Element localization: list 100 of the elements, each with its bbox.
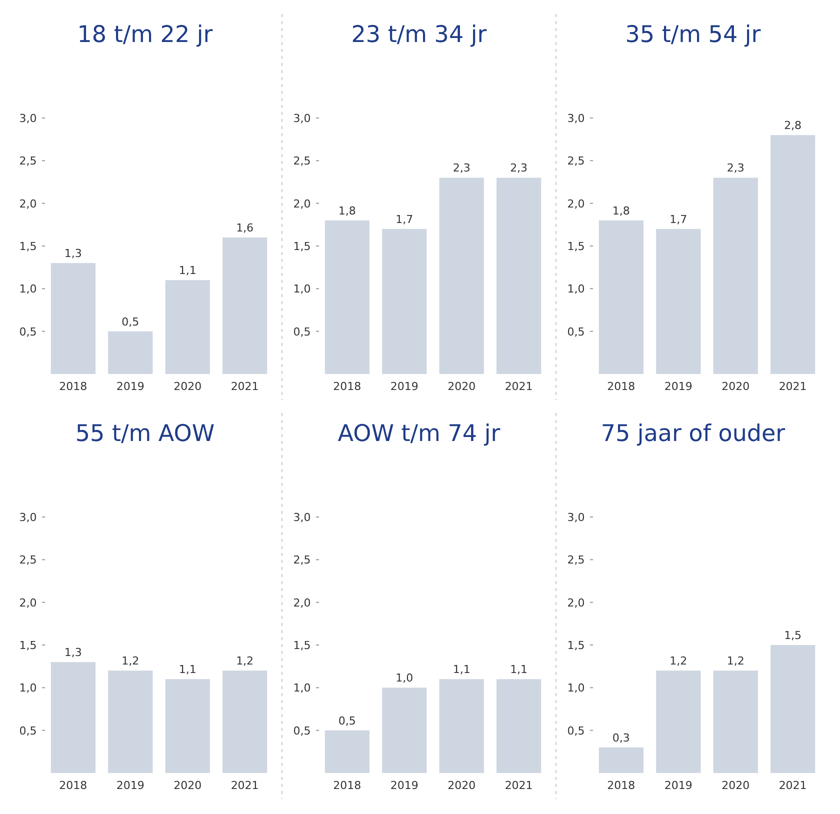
y-tick-label: 0,5 (293, 724, 311, 738)
y-tick-label: 0,5 (567, 325, 585, 338)
y-tick-label: 0,5 (293, 325, 311, 338)
bar (770, 645, 816, 773)
data-label: 1,2 (670, 654, 688, 668)
bar (496, 679, 542, 773)
x-tick-label: 2021 (504, 779, 533, 792)
x-tick-label: 2020 (722, 779, 750, 792)
bar (598, 747, 644, 773)
data-label: 2,3 (510, 162, 528, 175)
y-tick-label: 3,0 (567, 511, 585, 524)
y-tick-label: 2,0 (567, 197, 585, 210)
bar (50, 662, 96, 773)
x-tick-label: 2019 (390, 779, 418, 792)
y-tick-label: 1,0 (567, 282, 585, 296)
y-tick-label: 3,0 (567, 112, 585, 125)
data-label: 1,1 (452, 663, 470, 676)
y-tick-label: 1,0 (567, 682, 585, 695)
chart-title: 75 jaar of ouder (600, 421, 786, 447)
y-tick-label: 1,5 (293, 639, 311, 652)
y-tick-label: 0,5 (19, 325, 37, 338)
bar (598, 220, 644, 374)
bar (713, 670, 758, 773)
bar (108, 331, 153, 374)
y-tick-label: 2,0 (19, 596, 37, 610)
x-tick-label: 2018 (333, 380, 362, 393)
x-tick-label: 2018 (333, 779, 362, 792)
data-label: 1,3 (64, 646, 82, 660)
y-tick-label: 1,5 (293, 240, 311, 253)
data-label: 1,1 (510, 663, 528, 676)
bar (656, 228, 701, 374)
bar (108, 670, 153, 773)
bar (496, 178, 542, 374)
x-tick-label: 2021 (778, 779, 807, 792)
bar (222, 670, 268, 773)
y-tick-label: 2,5 (293, 554, 311, 567)
bar (222, 237, 268, 374)
x-tick-label: 2019 (664, 779, 692, 792)
data-label: 1,3 (64, 247, 82, 260)
y-tick-label: 1,5 (567, 240, 585, 253)
x-tick-label: 2019 (390, 380, 418, 393)
data-label: 2,8 (784, 119, 802, 132)
bar (165, 679, 210, 773)
data-label: 2,3 (452, 162, 470, 175)
y-tick-label: 3,0 (293, 511, 311, 524)
bar (439, 178, 484, 374)
x-tick-label: 2021 (230, 779, 259, 792)
data-label: 2,3 (726, 162, 744, 175)
y-tick-label: 3,0 (19, 112, 37, 125)
x-tick-label: 2021 (230, 380, 259, 393)
data-label: 1,8 (338, 204, 356, 218)
data-label: 1,1 (178, 663, 196, 676)
data-label: 1,7 (670, 212, 688, 226)
y-tick-label: 1,0 (19, 682, 37, 695)
chart-title: AOW t/m 74 jr (338, 421, 501, 447)
y-tick-label: 0,5 (567, 724, 585, 738)
x-tick-label: 2019 (664, 380, 692, 393)
data-label: 1,8 (612, 204, 630, 218)
y-tick-label: 2,0 (293, 596, 311, 610)
chart-title: 18 t/m 22 jr (77, 22, 214, 48)
data-label: 1,1 (178, 264, 196, 278)
y-tick-label: 2,0 (19, 197, 37, 210)
y-tick-label: 2,5 (567, 554, 585, 567)
x-tick-label: 2019 (116, 380, 144, 393)
data-label: 1,6 (236, 221, 254, 234)
x-tick-label: 2018 (607, 380, 636, 393)
y-tick-label: 2,5 (567, 154, 585, 168)
bar (770, 135, 816, 374)
y-tick-label: 2,5 (19, 154, 37, 168)
x-tick-label: 2018 (607, 779, 636, 792)
bar (439, 679, 484, 773)
bar (382, 688, 427, 773)
x-tick-label: 2021 (778, 380, 807, 393)
y-tick-label: 2,5 (19, 554, 37, 567)
y-tick-label: 0,5 (19, 724, 37, 738)
x-tick-label: 2020 (722, 380, 750, 393)
x-tick-label: 2020 (448, 380, 476, 393)
data-label: 0,5 (122, 315, 140, 328)
chart-title: 35 t/m 54 jr (625, 22, 762, 48)
y-tick-label: 1,5 (19, 240, 37, 253)
data-label: 0,5 (338, 714, 356, 728)
data-label: 1,2 (122, 654, 140, 668)
data-label: 1,7 (396, 212, 414, 226)
x-tick-label: 2020 (174, 779, 202, 792)
chart-title: 55 t/m AOW (75, 421, 215, 447)
x-tick-label: 2018 (59, 779, 88, 792)
data-label: 1,2 (726, 654, 744, 668)
bar (382, 228, 427, 374)
x-tick-label: 2020 (174, 380, 202, 393)
data-label: 1,2 (236, 654, 254, 668)
y-tick-label: 3,0 (19, 511, 37, 524)
data-label: 0,3 (612, 731, 630, 744)
bar (324, 220, 370, 374)
data-label: 1,0 (396, 672, 414, 685)
y-tick-label: 1,5 (567, 639, 585, 652)
y-tick-label: 3,0 (293, 112, 311, 125)
bar (656, 670, 701, 773)
x-tick-label: 2019 (116, 779, 144, 792)
chart-title: 23 t/m 34 jr (351, 22, 488, 48)
y-tick-label: 1,5 (19, 639, 37, 652)
